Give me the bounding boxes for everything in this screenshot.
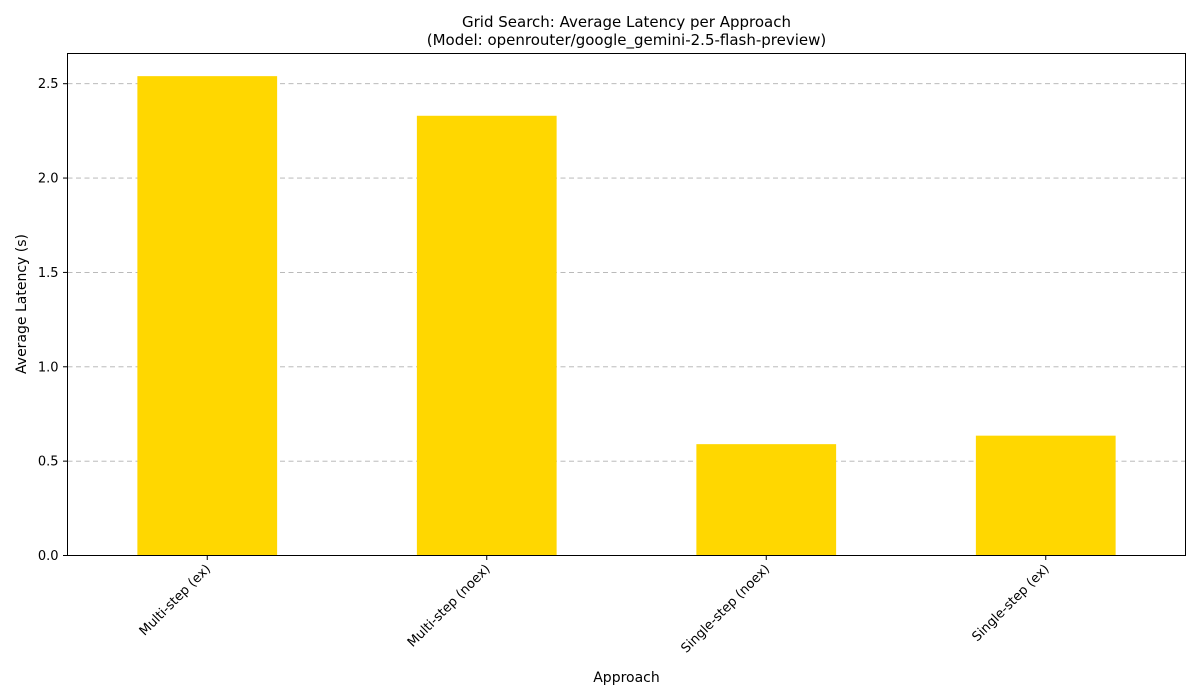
y-tick-label: 1.0 [38, 360, 59, 375]
y-tick-label: 1.5 [38, 266, 59, 281]
bar [416, 115, 557, 556]
y-tick-label: 2.5 [38, 77, 59, 92]
x-tick-label: Single-step (noex) [679, 562, 774, 657]
x-axis-ticks: Multi-step (ex) Multi-step (noex) Single-s… [137, 555, 1053, 657]
x-tick-label: Multi-step (ex) [137, 562, 214, 639]
chart-title: Grid Search: Average Latency per Approac… [462, 13, 791, 31]
x-tick-label: Single-step (ex) [969, 562, 1052, 645]
y-tick-label: 2.0 [38, 172, 59, 187]
bars [137, 76, 1116, 556]
y-tick-label: 0.5 [38, 455, 59, 470]
x-tick-label: Multi-step (noex) [405, 562, 494, 651]
x-axis-label: Approach [593, 670, 660, 686]
y-tick-label: 0.0 [38, 549, 59, 564]
chart-subtitle: (Model: openrouter/google_gemini-2.5-fla… [427, 31, 827, 50]
bar [975, 435, 1116, 556]
y-axis-ticks: 0.0 0.5 1.0 1.5 2.0 2.5 [38, 77, 68, 564]
bar [696, 444, 837, 556]
bar [137, 76, 278, 556]
plot-frame [67, 53, 1186, 556]
y-axis-label: Average Latency (s) [14, 234, 30, 374]
